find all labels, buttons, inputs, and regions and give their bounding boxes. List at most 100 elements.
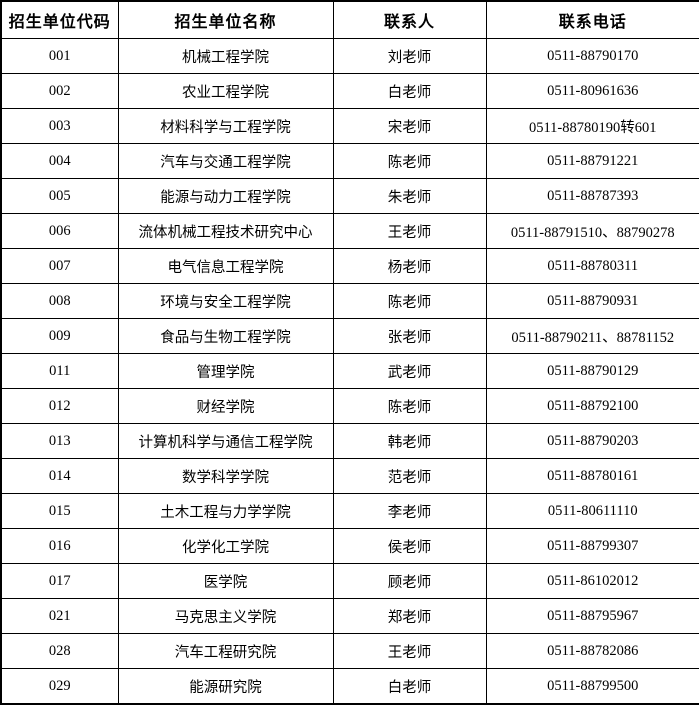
cell-unit-code: 009 — [0, 318, 119, 354]
cell-contact-phone: 0511-88791510、88790278 — [485, 213, 699, 249]
cell-contact-phone: 0511-88799307 — [485, 528, 699, 564]
cell-unit-name: 材料科学与工程学院 — [117, 108, 334, 144]
cell-unit-name: 电气信息工程学院 — [117, 248, 334, 284]
cell-unit-name: 管理学院 — [117, 353, 334, 389]
cell-contact-person: 韩老师 — [332, 423, 487, 459]
table-row: 004 汽车与交通工程学院 陈老师 0511-88791221 — [0, 143, 699, 179]
cell-unit-name: 农业工程学院 — [117, 73, 334, 109]
cell-contact-person: 白老师 — [332, 73, 487, 109]
table-row: 014 数学科学学院 范老师 0511-88780161 — [0, 458, 699, 494]
table-row: 021 马克思主义学院 郑老师 0511-88795967 — [0, 598, 699, 634]
cell-contact-person: 白老师 — [332, 668, 487, 705]
cell-unit-code: 021 — [0, 598, 119, 634]
cell-contact-person: 顾老师 — [332, 563, 487, 599]
table-row: 013 计算机科学与通信工程学院 韩老师 0511-88790203 — [0, 423, 699, 459]
cell-unit-code: 011 — [0, 353, 119, 389]
cell-contact-person: 陈老师 — [332, 283, 487, 319]
cell-unit-code: 006 — [0, 213, 119, 249]
cell-contact-phone: 0511-88782086 — [485, 633, 699, 669]
cell-contact-phone: 0511-80961636 — [485, 73, 699, 109]
table-row: 011 管理学院 武老师 0511-88790129 — [0, 353, 699, 389]
cell-unit-code: 005 — [0, 178, 119, 214]
cell-unit-code: 028 — [0, 633, 119, 669]
table-row: 007 电气信息工程学院 杨老师 0511-88780311 — [0, 248, 699, 284]
header-unit-name: 招生单位名称 — [117, 0, 334, 39]
cell-contact-person: 陈老师 — [332, 143, 487, 179]
cell-contact-person: 宋老师 — [332, 108, 487, 144]
cell-contact-phone: 0511-88799500 — [485, 668, 699, 705]
cell-unit-name: 能源与动力工程学院 — [117, 178, 334, 214]
table-row: 028 汽车工程研究院 王老师 0511-88782086 — [0, 633, 699, 669]
cell-unit-name: 汽车工程研究院 — [117, 633, 334, 669]
cell-unit-name: 马克思主义学院 — [117, 598, 334, 634]
cell-contact-person: 王老师 — [332, 213, 487, 249]
cell-contact-phone: 0511-88780161 — [485, 458, 699, 494]
cell-contact-person: 杨老师 — [332, 248, 487, 284]
cell-unit-name: 数学科学学院 — [117, 458, 334, 494]
cell-unit-code: 007 — [0, 248, 119, 284]
cell-unit-name: 机械工程学院 — [117, 38, 334, 74]
cell-contact-person: 朱老师 — [332, 178, 487, 214]
cell-unit-code: 017 — [0, 563, 119, 599]
cell-contact-phone: 0511-80611110 — [485, 493, 699, 529]
cell-unit-name: 汽车与交通工程学院 — [117, 143, 334, 179]
cell-unit-code: 029 — [0, 668, 119, 705]
cell-contact-phone: 0511-88780190转601 — [485, 108, 699, 144]
table-row: 012 财经学院 陈老师 0511-88792100 — [0, 388, 699, 424]
cell-unit-code: 012 — [0, 388, 119, 424]
table-row: 008 环境与安全工程学院 陈老师 0511-88790931 — [0, 283, 699, 319]
cell-unit-name: 能源研究院 — [117, 668, 334, 705]
table-row: 003 材料科学与工程学院 宋老师 0511-88780190转601 — [0, 108, 699, 144]
table-row: 002 农业工程学院 白老师 0511-80961636 — [0, 73, 699, 109]
cell-contact-person: 范老师 — [332, 458, 487, 494]
header-unit-code: 招生单位代码 — [0, 0, 119, 39]
cell-unit-name: 环境与安全工程学院 — [117, 283, 334, 319]
cell-contact-phone: 0511-88790211、88781152 — [485, 318, 699, 354]
cell-contact-phone: 0511-88780311 — [485, 248, 699, 284]
cell-contact-person: 武老师 — [332, 353, 487, 389]
cell-contact-phone: 0511-88791221 — [485, 143, 699, 179]
cell-unit-name: 流体机械工程技术研究中心 — [117, 213, 334, 249]
cell-unit-code: 016 — [0, 528, 119, 564]
cell-unit-code: 004 — [0, 143, 119, 179]
table-row: 005 能源与动力工程学院 朱老师 0511-88787393 — [0, 178, 699, 214]
table-row: 029 能源研究院 白老师 0511-88799500 — [0, 668, 699, 705]
cell-contact-phone: 0511-88792100 — [485, 388, 699, 424]
cell-contact-phone: 0511-86102012 — [485, 563, 699, 599]
table-header: 招生单位代码 招生单位名称 联系人 联系电话 — [0, 0, 699, 39]
cell-unit-code: 015 — [0, 493, 119, 529]
header-contact-person: 联系人 — [332, 0, 487, 39]
cell-contact-person: 李老师 — [332, 493, 487, 529]
cell-contact-phone: 0511-88790129 — [485, 353, 699, 389]
cell-unit-name: 食品与生物工程学院 — [117, 318, 334, 354]
cell-contact-person: 王老师 — [332, 633, 487, 669]
cell-contact-person: 张老师 — [332, 318, 487, 354]
cell-unit-name: 化学化工学院 — [117, 528, 334, 564]
cell-unit-name: 计算机科学与通信工程学院 — [117, 423, 334, 459]
table-row: 015 土木工程与力学学院 李老师 0511-80611110 — [0, 493, 699, 529]
cell-unit-code: 001 — [0, 38, 119, 74]
table-row: 006 流体机械工程技术研究中心 王老师 0511-88791510、88790278 — [0, 213, 699, 249]
cell-unit-code: 013 — [0, 423, 119, 459]
table-body: 001 机械工程学院 刘老师 0511-88790170 002 农业工程学院 白老师 051… — [0, 38, 699, 705]
table-row: 009 食品与生物工程学院 张老师 0511-88790211、88781152 — [0, 318, 699, 354]
header-row: 招生单位代码 招生单位名称 联系人 联系电话 — [0, 0, 699, 39]
cell-contact-person: 郑老师 — [332, 598, 487, 634]
cell-unit-code: 003 — [0, 108, 119, 144]
cell-contact-phone: 0511-88790170 — [485, 38, 699, 74]
header-contact-phone: 联系电话 — [485, 0, 699, 39]
cell-contact-phone: 0511-88795967 — [485, 598, 699, 634]
cell-unit-name: 土木工程与力学学院 — [117, 493, 334, 529]
cell-contact-person: 陈老师 — [332, 388, 487, 424]
table-row: 001 机械工程学院 刘老师 0511-88790170 — [0, 38, 699, 74]
table-row: 016 化学化工学院 侯老师 0511-88799307 — [0, 528, 699, 564]
cell-contact-phone: 0511-88787393 — [485, 178, 699, 214]
cell-unit-code: 008 — [0, 283, 119, 319]
cell-unit-code: 002 — [0, 73, 119, 109]
cell-contact-phone: 0511-88790931 — [485, 283, 699, 319]
cell-contact-person: 刘老师 — [332, 38, 487, 74]
cell-unit-name: 财经学院 — [117, 388, 334, 424]
cell-unit-name: 医学院 — [117, 563, 334, 599]
